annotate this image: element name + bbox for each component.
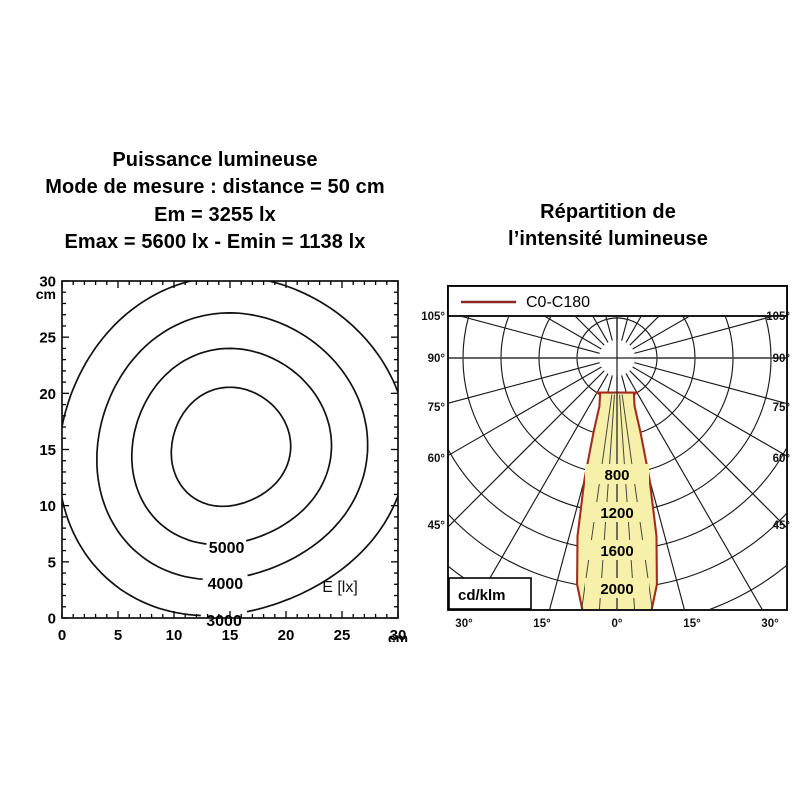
ring-value-label: 2000 (600, 581, 633, 598)
ring-label-bg (585, 540, 649, 560)
polar-angle-label-right: 60° (773, 453, 790, 465)
polar-angle-label-right: 45° (773, 520, 790, 532)
contour-x-tick: 10 (166, 627, 183, 642)
ring-value-label: 1200 (600, 505, 633, 522)
polar-ring-value-labels: 800 1200 1600 2000 (585, 464, 649, 598)
contour-x-tick: 20 (278, 627, 295, 642)
contour-y-tick: 0 (48, 611, 56, 628)
polar-angle-label-bottom: 30° (455, 618, 473, 630)
contour-y-tick: 30 (39, 274, 56, 291)
ring-label-bg (585, 502, 649, 522)
contour-rings (62, 281, 398, 617)
contour-label: 4000 (208, 576, 244, 593)
contour-label: 5000 (209, 540, 245, 557)
contour-label: 3000 (206, 613, 242, 630)
polar-angle-label-left: 75° (428, 402, 446, 414)
polar-angle-label-left: 105° (421, 311, 445, 323)
polar-radial (634, 317, 773, 354)
polar-angle-label-right: 75° (773, 402, 790, 414)
ring-value-label: 800 (604, 467, 629, 484)
polar-angle-label-bottom: 0° (612, 618, 623, 630)
luminous-intensity-polar-chart: C0-C180 800 1200 1600 2000 cd/klm 105° 90° 75… (421, 285, 790, 630)
left-chart-title: Puissance lumineuse Mode de mesure : dis… (0, 148, 430, 258)
polar-left-angle-labels: 105° 90° 75° 60° 45° (421, 311, 445, 532)
polar-radial (449, 362, 600, 404)
polar-radial (471, 373, 609, 609)
ring-value-label: 1600 (600, 543, 633, 560)
polar-radial (629, 370, 786, 528)
polar-angle-label-left: 60° (428, 453, 446, 465)
contour-ring (96, 312, 369, 581)
polar-angle-label-bottom: 30° (761, 618, 779, 630)
legend-label: C0-C180 (526, 294, 590, 311)
polar-bottom-angle-labels: 30° 15° 0° 15° 30° (455, 618, 779, 630)
contour-x-axis-unit: cm (388, 630, 408, 642)
left-title-line-1: Puissance lumineuse (112, 149, 318, 171)
polar-radial (632, 366, 786, 457)
contour-y-tick: 15 (39, 442, 56, 459)
left-title-line-4: Emax = 5600 lx - Emin = 1138 lx (64, 231, 366, 254)
right-title-line-2: l’intensité lumineuse (508, 228, 708, 251)
contour-x-tick: 5 (114, 627, 122, 642)
ring-label-bg (585, 578, 649, 598)
polar-legend: C0-C180 (447, 285, 788, 317)
left-title-line-3: Em = 3255 lx (154, 203, 276, 226)
right-title-line-1: Répartition de (540, 201, 676, 223)
polar-angle-label-left: 45° (428, 520, 446, 532)
polar-right-angle-labels: 105° 90° 75° 60° 45° (766, 311, 790, 532)
contour-x-tick: 15 (222, 627, 239, 642)
unit-box-label: cd/klm (458, 587, 506, 604)
contour-ring (130, 347, 333, 545)
unit-box-frame (448, 577, 532, 610)
ring-label-bg (585, 464, 649, 484)
left-title-line-2: Mode de mesure : distance = 50 cm (45, 176, 385, 199)
polar-radial (449, 370, 605, 527)
polar-radial (449, 366, 602, 456)
contour-y-tick: 5 (48, 554, 56, 571)
polar-angle-label-right: 90° (773, 353, 790, 365)
right-chart-title: Répartition de l’intensité lumineuse (438, 200, 778, 255)
contour-y-tick: 25 (39, 330, 56, 347)
contour-quantity-label: E [lx] (322, 579, 358, 596)
polar-radial (634, 362, 786, 404)
contour-value-labels: 5000 4000 3000 (206, 540, 244, 630)
contour-x-tick: 0 (58, 627, 66, 642)
contour-y-tick-labels: 0 5 10 15 20 25 30 (39, 274, 56, 628)
contour-x-tick: 30 (390, 627, 407, 642)
contour-tick-marks (61, 280, 399, 619)
polar-angle-label-bottom: 15° (683, 618, 701, 630)
contour-ring (62, 281, 398, 617)
contour-plot-frame (61, 280, 399, 619)
polar-angle-label-left: 90° (428, 353, 446, 365)
contour-x-tick: 25 (334, 627, 351, 642)
contour-y-tick: 20 (39, 386, 56, 403)
polar-angle-label-right: 105° (766, 311, 790, 323)
contour-y-axis-unit: cm (36, 286, 56, 302)
polar-radial (461, 317, 600, 354)
polar-unit-box: cd/klm (448, 577, 532, 610)
illuminance-contour-chart: 0 5 10 15 20 25 30 cm 0 5 10 15 20 25 30 cm 5000 4000… (36, 274, 408, 643)
contour-x-tick-labels: 0 5 10 15 20 25 30 (58, 627, 407, 642)
contour-ring (170, 386, 292, 508)
polar-radial (625, 373, 763, 609)
contour-y-tick: 10 (39, 498, 56, 515)
polar-angle-label-bottom: 15° (533, 618, 551, 630)
